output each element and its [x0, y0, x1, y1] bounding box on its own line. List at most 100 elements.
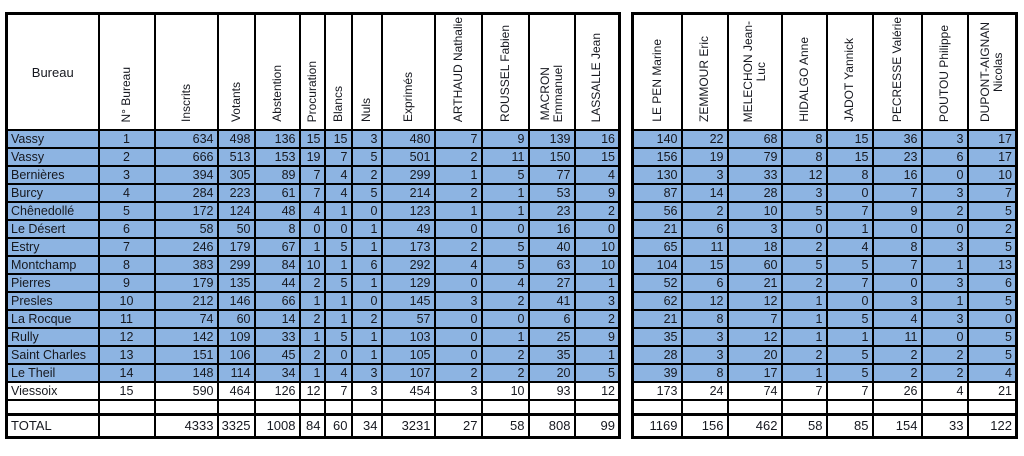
- table-row: 62 12 12 1 0 3 1 5: [631, 291, 1018, 312]
- value-cell: 3: [573, 291, 621, 312]
- value-cell: 11: [871, 327, 923, 348]
- value-cell: 18: [726, 237, 783, 258]
- empty-cell: [527, 399, 576, 416]
- value-cell: 5: [825, 309, 874, 330]
- col-header: DUPONT-AIGNAN Nicolas: [966, 12, 1018, 132]
- table-row: Presles 10 212 146 66 1 1 0 145 3 2 41 3: [5, 291, 621, 312]
- bureau-cell: La Rocque: [5, 309, 100, 330]
- value-cell: 6: [680, 273, 729, 294]
- value-cell: 4: [323, 183, 353, 204]
- empty-cell: [480, 399, 530, 416]
- value-cell: 8: [680, 363, 729, 384]
- col-header-label: Nuls: [359, 98, 373, 123]
- value-cell: 89: [253, 165, 301, 186]
- value-cell: 7: [726, 309, 783, 330]
- value-cell: 2: [433, 237, 483, 258]
- value-cell: 5: [966, 201, 1018, 222]
- empty-cell: [433, 399, 483, 416]
- value-cell: 44: [253, 273, 301, 294]
- value-cell: 172: [153, 201, 219, 222]
- value-cell: 2: [350, 165, 383, 186]
- value-cell: 57: [380, 309, 436, 330]
- table-row: 130 3 33 12 8 16 0 10: [631, 165, 1018, 186]
- value-cell: 7: [298, 165, 326, 186]
- col-header: Procuration: [298, 12, 326, 132]
- value-cell: 4: [433, 255, 483, 276]
- value-cell: 7: [825, 273, 874, 294]
- value-cell: 105: [380, 345, 436, 366]
- value-cell: 48: [253, 201, 301, 222]
- total-value-cell: 60: [323, 412, 353, 439]
- col-header: LASSALLE Jean: [573, 12, 621, 132]
- value-cell: 0: [323, 345, 353, 366]
- table-row: Rully 12 142 109 33 1 5 1 103 0 1 25 9: [5, 327, 621, 348]
- col-header-label: HIDALGO Anne: [796, 37, 811, 123]
- value-cell: 0: [871, 219, 923, 240]
- value-cell: 634: [153, 129, 219, 150]
- value-cell: 2: [480, 363, 530, 384]
- value-cell: 5: [350, 147, 383, 168]
- table-row: Viessoix 15 590 464 126 12 7 3 454 3 10 93 12: [5, 381, 621, 402]
- value-cell: 0: [298, 219, 326, 240]
- value-cell: 2: [573, 309, 621, 330]
- bureau-cell: Montchamp: [5, 255, 100, 276]
- value-cell: 0: [433, 345, 483, 366]
- value-cell: 15: [680, 255, 729, 276]
- value-cell: 3: [920, 183, 969, 204]
- value-cell: 39: [631, 363, 683, 384]
- bureau-number-cell: 15: [97, 381, 156, 402]
- empty-cell: [780, 399, 828, 416]
- value-cell: 5: [966, 291, 1018, 312]
- value-cell: 8: [253, 219, 301, 240]
- value-cell: 104: [631, 255, 683, 276]
- empty-cell: [920, 399, 969, 416]
- col-header-label: Abstention: [269, 65, 284, 123]
- bureau-cell: Viessoix: [5, 381, 100, 402]
- value-cell: 7: [298, 183, 326, 204]
- table-row: 35 3 12 1 1 11 0 5: [631, 327, 1018, 348]
- empty-cell: [323, 399, 353, 416]
- value-cell: 1: [350, 237, 383, 258]
- value-cell: 10: [573, 237, 621, 258]
- table-row: Bernières 3 394 305 89 7 4 2 299 1 5 77 4: [5, 165, 621, 186]
- value-cell: 1: [298, 327, 326, 348]
- col-header: PECRESSE Valérie: [871, 12, 923, 132]
- value-cell: 129: [380, 273, 436, 294]
- value-cell: 19: [298, 147, 326, 168]
- value-cell: 2: [433, 147, 483, 168]
- col-header: ZEMMOUR Eric: [680, 12, 729, 132]
- total-value-cell: 4333: [153, 412, 219, 439]
- spacer-row: [5, 399, 621, 416]
- value-cell: 5: [480, 237, 530, 258]
- value-cell: 28: [726, 183, 783, 204]
- bureau-number-cell: 12: [97, 327, 156, 348]
- empty-cell: [97, 412, 156, 439]
- bureau-cell: Burcy: [5, 183, 100, 204]
- value-cell: 124: [216, 201, 256, 222]
- value-cell: 4: [920, 381, 969, 402]
- value-cell: 123: [380, 201, 436, 222]
- col-header-label: ROUSSEL Fabien: [497, 25, 512, 123]
- value-cell: 10: [966, 165, 1018, 186]
- value-cell: 21: [631, 309, 683, 330]
- value-cell: 3: [726, 219, 783, 240]
- value-cell: 5: [780, 255, 828, 276]
- value-cell: 66: [253, 291, 301, 312]
- value-cell: 21: [966, 381, 1018, 402]
- value-cell: 34: [253, 363, 301, 384]
- value-cell: 0: [871, 273, 923, 294]
- value-cell: 14: [680, 183, 729, 204]
- value-cell: 15: [573, 147, 621, 168]
- value-cell: 6: [350, 255, 383, 276]
- col-header-label: ZEMMOUR Eric: [697, 36, 711, 123]
- value-cell: 1: [350, 273, 383, 294]
- value-cell: 7: [780, 381, 828, 402]
- value-cell: 58: [153, 219, 219, 240]
- col-header-label: LASSALLE Jean: [589, 32, 604, 123]
- value-cell: 5: [480, 165, 530, 186]
- value-cell: 6: [966, 273, 1018, 294]
- value-cell: 16: [871, 165, 923, 186]
- value-cell: 173: [631, 381, 683, 402]
- value-cell: 1: [825, 219, 874, 240]
- bureau-number-cell: 5: [97, 201, 156, 222]
